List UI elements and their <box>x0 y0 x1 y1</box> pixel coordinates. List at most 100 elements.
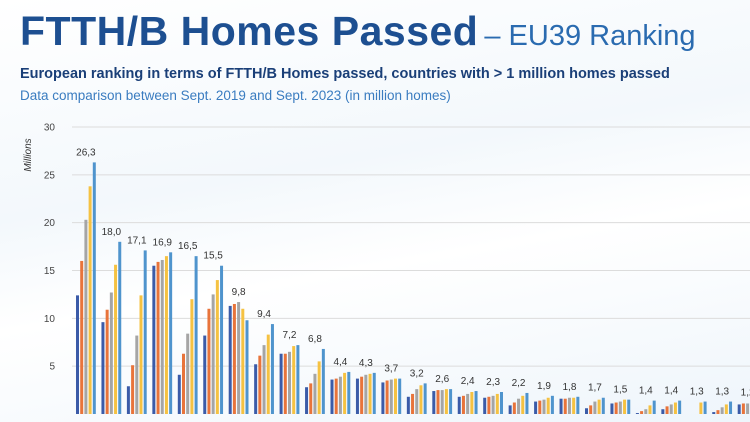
chart-description: Data comparison between Sept. 2019 and S… <box>20 88 451 103</box>
bar <box>182 353 185 414</box>
bar <box>80 260 84 414</box>
bar <box>109 292 113 414</box>
bar <box>288 351 291 414</box>
bar <box>177 374 181 414</box>
bar <box>449 389 453 414</box>
bar <box>305 387 309 414</box>
data-label: 3,2 <box>410 368 424 379</box>
bar <box>186 333 190 414</box>
bar <box>585 408 588 414</box>
data-label: 18,0 <box>102 227 122 238</box>
data-label: 17,1 <box>127 235 147 246</box>
bar <box>241 308 245 414</box>
bar <box>266 334 270 414</box>
data-label: 2,6 <box>435 374 449 385</box>
bar <box>245 320 249 414</box>
bar <box>593 401 597 414</box>
bar <box>309 383 313 414</box>
data-label: 1,4 <box>639 386 653 397</box>
data-label: 3,7 <box>384 364 398 375</box>
bar <box>406 396 410 414</box>
bar <box>160 259 164 414</box>
bar <box>487 396 491 414</box>
bar <box>411 393 415 414</box>
bar <box>270 324 274 414</box>
bar <box>457 396 461 414</box>
bar <box>156 261 160 414</box>
bar <box>563 398 567 414</box>
bar <box>84 219 88 414</box>
bar <box>567 397 571 414</box>
data-label: 1,5 <box>613 385 627 396</box>
bar <box>652 400 656 414</box>
bar <box>576 396 580 414</box>
bar <box>355 378 359 414</box>
bar <box>470 391 474 414</box>
bar <box>372 372 376 414</box>
bar <box>436 390 440 414</box>
bar <box>296 345 300 414</box>
bar <box>614 402 618 414</box>
bar <box>92 162 96 414</box>
y-tick-label: 15 <box>44 266 56 277</box>
bar <box>597 399 601 414</box>
bar <box>699 402 703 414</box>
y-tick-label: 20 <box>44 218 56 229</box>
data-label: 9,8 <box>232 287 246 298</box>
bar <box>648 405 652 414</box>
data-label: 1,2 <box>741 388 750 399</box>
bar <box>491 395 495 414</box>
bar <box>559 398 563 414</box>
data-label: 2,2 <box>512 378 526 389</box>
bar <box>232 303 236 414</box>
bar <box>360 376 364 414</box>
bar <box>203 335 207 414</box>
bar <box>415 389 419 414</box>
bar <box>500 391 503 414</box>
data-label: 1,9 <box>537 381 551 392</box>
bar <box>194 256 198 414</box>
bar <box>389 379 393 414</box>
bar <box>385 380 389 414</box>
bar <box>313 373 317 414</box>
bar <box>169 252 173 414</box>
bar <box>461 395 465 414</box>
bar <box>207 308 211 414</box>
bar <box>665 406 669 414</box>
bar <box>669 404 673 414</box>
bar <box>88 186 92 414</box>
bar <box>139 295 143 414</box>
bar <box>364 374 368 414</box>
bar <box>444 389 448 414</box>
bar <box>292 346 296 414</box>
bar <box>432 391 436 414</box>
bar <box>601 397 605 414</box>
bar <box>394 378 397 414</box>
bar <box>474 391 478 414</box>
bar <box>330 379 334 414</box>
bar <box>279 353 283 414</box>
page-title: FTTH/B Homes Passed – EU39 Ranking <box>20 8 696 55</box>
bar <box>640 411 644 414</box>
bar <box>508 405 512 414</box>
bar <box>542 399 546 414</box>
bar <box>164 256 168 414</box>
bar <box>368 373 372 414</box>
data-label: 16,9 <box>153 237 173 248</box>
data-label: 7,2 <box>283 330 297 341</box>
bar <box>381 382 385 414</box>
data-label: 1,7 <box>588 383 602 394</box>
title-suffix: – EU39 Ranking <box>484 20 696 52</box>
data-label: 1,4 <box>664 386 678 397</box>
bar <box>661 409 665 414</box>
bar <box>258 355 262 414</box>
bar <box>126 386 130 414</box>
bar <box>152 265 156 414</box>
data-label: 4,4 <box>333 357 347 368</box>
data-label: 2,4 <box>461 376 475 387</box>
bar <box>237 302 241 414</box>
bar <box>228 305 232 414</box>
data-label: 4,3 <box>359 358 373 369</box>
bar <box>644 409 648 414</box>
